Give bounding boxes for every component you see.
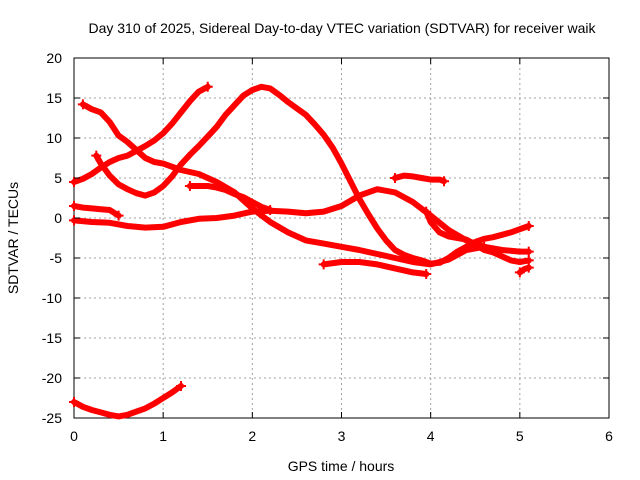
series-point-marker — [184, 181, 195, 191]
y-tick-label: -10 — [42, 290, 62, 306]
x-axis-label: GPS time / hours — [288, 458, 395, 474]
series-point-marker — [69, 177, 79, 187]
x-tick-label: 0 — [70, 428, 78, 444]
series-point-marker — [421, 206, 432, 217]
series-arc-8 — [320, 259, 430, 277]
y-tick-label: -25 — [42, 410, 62, 426]
series-arc-2 — [71, 83, 211, 185]
series-point-marker — [514, 267, 525, 278]
y-tick-label: 20 — [46, 50, 62, 66]
series-point-marker — [265, 205, 276, 215]
y-tick-label: -20 — [42, 370, 62, 386]
y-tick-label: 5 — [54, 170, 62, 186]
y-tick-label: -15 — [42, 330, 62, 346]
y-tick-label: 0 — [54, 210, 62, 226]
y-tick-label: 10 — [46, 130, 62, 146]
series-point-marker — [69, 397, 79, 407]
series-point-marker — [523, 246, 534, 257]
series-arc-4 — [71, 186, 532, 255]
y-tick-label: 15 — [46, 90, 62, 106]
series-point-marker — [69, 201, 79, 211]
y-axis-label: SDTVAR / TECUs — [5, 182, 21, 294]
series-point-marker — [523, 262, 534, 273]
series-point-marker — [69, 215, 79, 226]
series-point-marker — [439, 176, 450, 187]
x-tick-label: 5 — [516, 428, 524, 444]
series-arc-6 — [93, 83, 532, 267]
axis-ticks: 0 1 2 3 4 5 6 -25 -20 -15 -10 -5 0 5 10 15 20 — [42, 50, 613, 444]
x-tick-label: 4 — [427, 428, 435, 444]
series-point-marker — [91, 150, 102, 161]
series-point-marker — [202, 81, 213, 92]
series-arc-7 — [186, 183, 274, 213]
grid-lines — [74, 58, 609, 418]
series-point-marker — [421, 269, 432, 279]
x-tick-label: 3 — [338, 428, 346, 444]
series-point-marker — [113, 210, 124, 221]
series-arc-3 — [71, 203, 122, 219]
chart-title: Day 310 of 2025, Sidereal Day-to-day VTE… — [88, 20, 596, 36]
series-arc-5 — [79, 101, 488, 268]
series-point-marker — [523, 221, 534, 231]
series-arc-10 — [423, 208, 532, 265]
series-arc-9 — [392, 172, 447, 185]
series-arc-1 — [71, 383, 184, 420]
series-point-marker — [390, 173, 400, 183]
series-layer — [69, 81, 534, 420]
y-tick-label: -5 — [50, 250, 63, 266]
x-tick-label: 2 — [248, 428, 256, 444]
series-point-marker — [318, 259, 329, 270]
series-point-marker — [176, 381, 186, 391]
series-point-marker — [77, 99, 88, 110]
x-tick-label: 6 — [605, 428, 613, 444]
x-tick-label: 1 — [159, 428, 167, 444]
